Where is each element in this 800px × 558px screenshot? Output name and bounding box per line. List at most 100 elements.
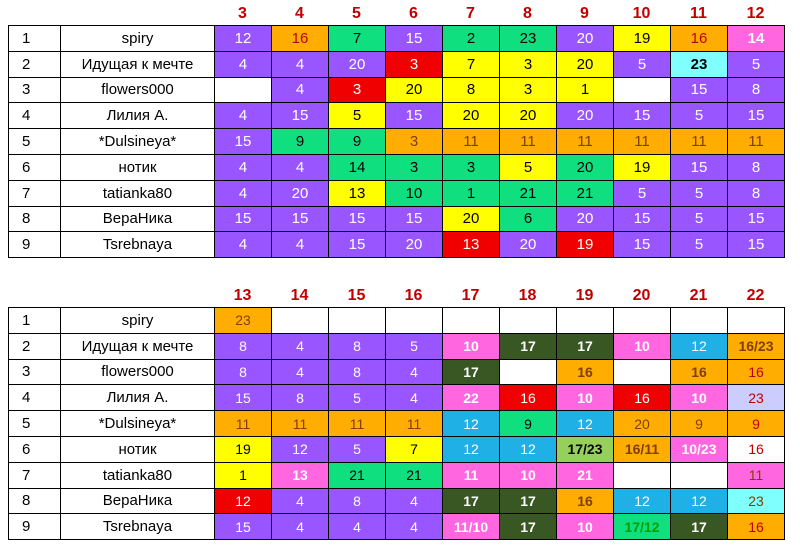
row-number: 8 [8,205,61,233]
score-cell: 15 [613,102,671,130]
column-header: 10 [632,5,651,22]
score-cell: 3 [499,50,557,78]
table-row: 1 spiry 23 [8,307,785,334]
score-cell: 20 [271,179,329,207]
table-row: 2 Идущая к мечте 8 4 8 5 10 17 17 10 12 16/23 [8,332,785,360]
score-cell: 8 [442,76,500,104]
score-cell: 11 [271,410,329,437]
header-spacer [8,3,214,25]
participant-name: ВераНика [60,487,215,515]
column-header: 18 [518,287,537,304]
score-cell: 13 [271,461,329,489]
table-row: 8 ВераНика 15 15 15 15 20 6 20 15 5 15 [8,205,785,233]
score-cell: 15 [385,102,443,130]
score-cell: 10 [613,332,671,360]
score-cell: 1 [556,76,614,104]
score-cell: 16 [499,384,557,412]
score-cell: 5 [613,179,671,207]
score-cell: 11 [613,128,671,155]
score-cell: 15 [328,205,386,233]
score-cell: 20 [499,102,557,130]
score-cell: 15 [670,76,728,104]
score-cell: 7 [442,50,500,78]
participant-name: Tsrebnaya [60,513,215,541]
row-number: 6 [8,153,61,181]
row-number: 3 [8,358,61,386]
row-number: 5 [8,128,61,155]
score-cell: 20 [442,102,500,130]
table-row: 2 Идущая к мечте 4 4 20 3 7 3 20 5 23 5 [8,50,785,78]
column-header: 6 [409,5,418,22]
score-cell: 15 [385,25,443,52]
score-cell: 11 [442,461,500,489]
score-cell: 12 [670,332,728,360]
row-number: 4 [8,102,61,130]
score-cell: 4 [271,50,329,78]
score-cell: 15 [727,102,785,130]
score-cell: 4 [214,102,272,130]
score-cell: 12 [556,410,614,437]
score-cell: 9 [670,410,728,437]
column-header: 14 [290,287,309,304]
score-cell: 4 [385,513,443,541]
table-row: 8 ВераНика 12 4 8 4 17 17 16 12 12 23 [8,487,785,515]
score-cell: 16 [556,487,614,515]
score-cell: 4 [214,153,272,181]
row-number: 7 [8,179,61,207]
score-cell [442,307,500,334]
table-row: 1 spiry 12 16 7 15 2 23 20 19 16 14 [8,25,785,52]
score-table-2: 13 14 15 16 17 18 19 20 21 22 1 spiry 23 2 Идущая к м… [8,285,785,541]
score-cell: 15 [271,205,329,233]
score-cell: 21 [328,461,386,489]
score-cell: 20 [328,50,386,78]
score-cell: 12 [670,487,728,515]
table-row: 4 Лилия А. 4 15 5 15 20 20 20 15 5 15 [8,102,785,130]
score-cell: 15 [670,153,728,181]
score-cell: 16 [613,384,671,412]
score-cell: 8 [328,358,386,386]
score-cell: 10 [556,513,614,541]
score-cell: 20 [556,205,614,233]
row-number: 2 [8,332,61,360]
participant-name: Лилия А. [60,384,215,412]
score-cell: 5 [499,153,557,181]
score-cell: 20 [385,231,443,259]
score-cell: 12 [499,435,557,463]
column-header: 22 [746,287,765,304]
score-cell: 10 [556,384,614,412]
score-cell: 9 [499,410,557,437]
participant-name: Tsrebnaya [60,231,215,259]
score-cell: 12 [613,487,671,515]
score-cell: 11 [214,410,272,437]
score-cell: 20 [556,153,614,181]
score-cell: 23 [214,307,272,334]
score-cell: 1 [214,461,272,489]
row-number: 6 [8,435,61,463]
score-cell [670,461,728,489]
score-cell: 4 [271,332,329,360]
score-cell: 4 [385,487,443,515]
score-cell: 21 [556,179,614,207]
score-cell: 5 [385,332,443,360]
score-cell: 4 [385,358,443,386]
score-cell: 15 [214,205,272,233]
score-cell: 16 [670,25,728,52]
participant-name: *Dulsineya* [60,128,215,155]
score-cell: 7 [328,25,386,52]
score-cell: 5 [328,384,386,412]
table-row: 7 tatianka80 4 20 13 10 1 21 21 5 5 8 [8,179,785,207]
column-header: 15 [347,287,366,304]
score-cell: 21 [556,461,614,489]
score-cell: 6 [499,205,557,233]
score-cell: 20 [556,50,614,78]
participant-name: нотик [60,435,215,463]
column-header: 5 [352,5,361,22]
score-cell: 15 [214,384,272,412]
score-cell: 15 [727,231,785,259]
score-cell: 2 [442,25,500,52]
score-cell: 11 [385,410,443,437]
score-cell: 23 [727,487,785,515]
column-header: 16 [404,287,423,304]
row-number: 1 [8,25,61,52]
score-cell: 17 [442,358,500,386]
